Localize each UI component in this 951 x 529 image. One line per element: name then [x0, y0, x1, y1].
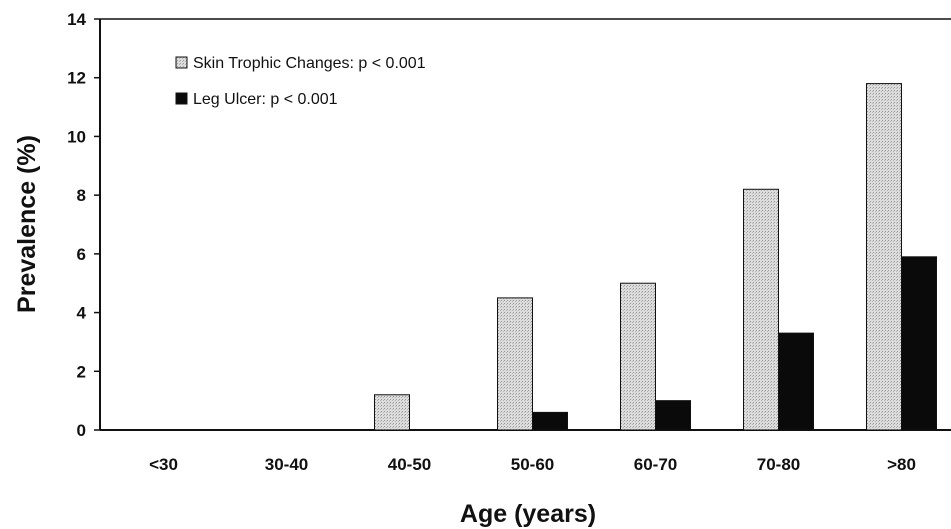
y-tick-label: 4 — [77, 304, 87, 323]
x-tick-label: <30 — [149, 455, 178, 474]
legend-swatch-skin-trophic — [175, 56, 188, 69]
x-axis-title: Age (years) — [460, 500, 596, 528]
y-tick-label: 6 — [77, 245, 86, 264]
y-tick-label: 12 — [67, 69, 86, 88]
y-tick-label: 14 — [67, 10, 86, 29]
legend-label-skin-trophic: Skin Trophic Changes: p < 0.001 — [193, 55, 426, 72]
y-tick-label: 0 — [77, 421, 86, 440]
legend-label-leg-ulcer: Leg Ulcer: p < 0.001 — [193, 91, 338, 108]
bar-skin-trophic-4 — [620, 282, 656, 431]
bar-skin-trophic-6 — [866, 83, 902, 431]
bar-leg-ulcer-5 — [778, 332, 814, 431]
x-tick-label: 50-60 — [511, 455, 554, 474]
legend: Skin Trophic Changes: p < 0.001 Leg Ulce… — [175, 55, 426, 108]
x-tick-label: 30-40 — [265, 455, 308, 474]
bar-leg-ulcer-6 — [901, 256, 937, 431]
x-tick-label: 40-50 — [388, 455, 431, 474]
y-tick-label: 2 — [77, 362, 86, 381]
bar-skin-trophic-2 — [374, 394, 410, 431]
y-axis-title: Prevalence (%) — [13, 135, 41, 313]
y-tick-label: 8 — [77, 186, 86, 205]
x-tick-label: 60-70 — [634, 455, 677, 474]
bar-leg-ulcer-4 — [655, 400, 691, 431]
bar-skin-trophic-3 — [497, 297, 533, 431]
bar-skin-trophic-5 — [743, 188, 779, 431]
legend-swatch-leg-ulcer — [175, 92, 188, 105]
x-tick-label: 70-80 — [757, 455, 800, 474]
bar-leg-ulcer-3 — [532, 411, 568, 431]
y-tick-label: 10 — [67, 127, 86, 146]
x-tick-label: >80 — [887, 455, 916, 474]
